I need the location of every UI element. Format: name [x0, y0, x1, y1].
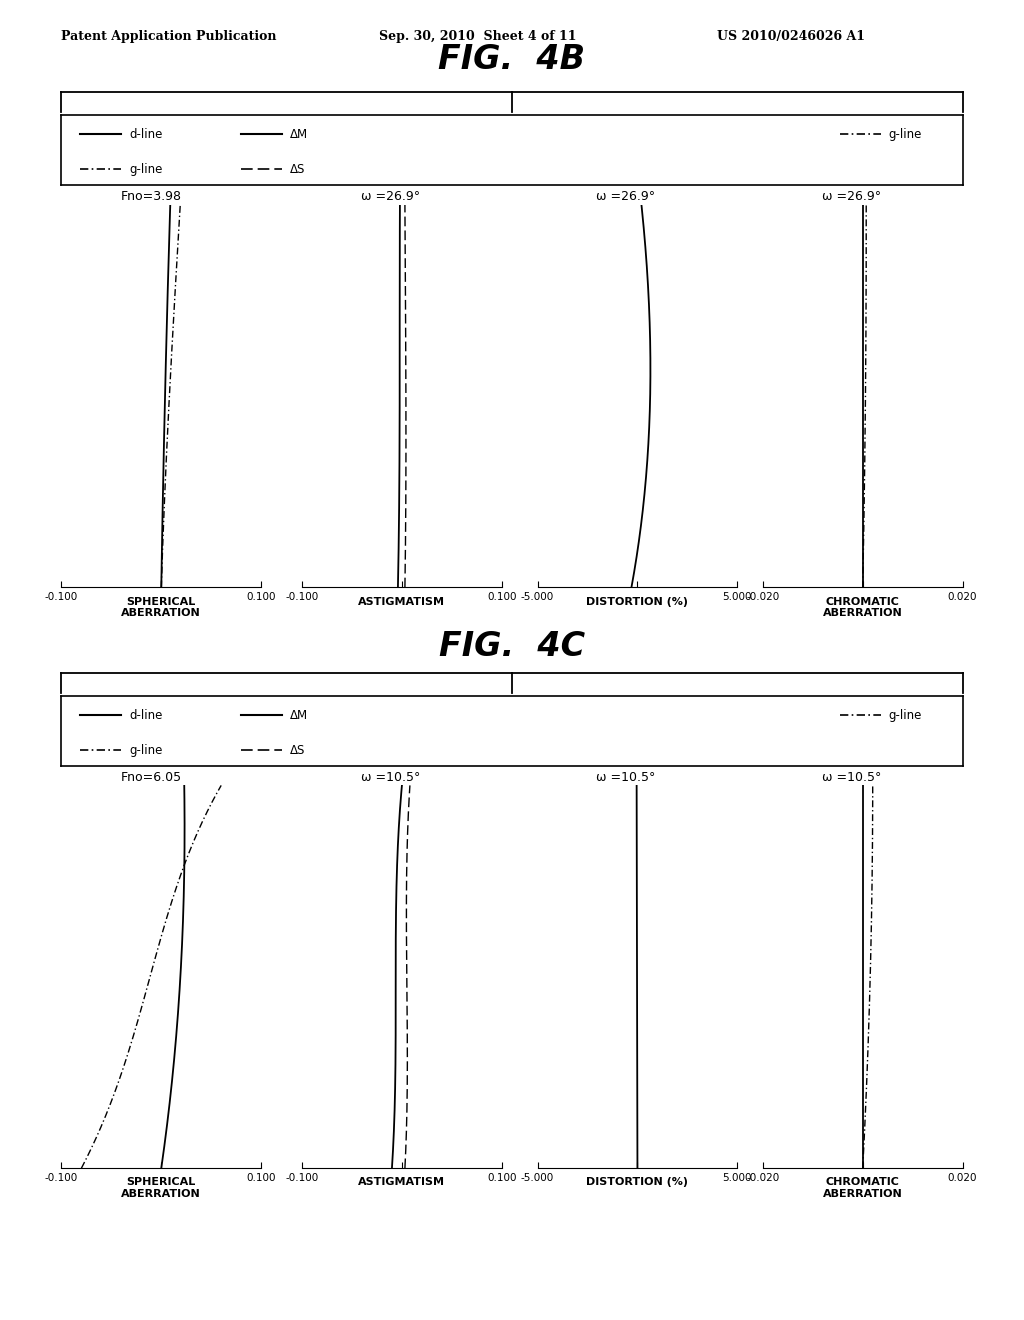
Text: ΔM: ΔM: [290, 128, 308, 141]
Text: ASTIGMATISM: ASTIGMATISM: [358, 1177, 445, 1188]
Text: ω =10.5°: ω =10.5°: [360, 771, 420, 784]
Text: ASTIGMATISM: ASTIGMATISM: [358, 597, 445, 607]
Text: DISTORTION (%): DISTORTION (%): [587, 597, 688, 607]
Text: g-line: g-line: [889, 709, 923, 722]
Text: d-line: d-line: [129, 709, 163, 722]
Text: ΔS: ΔS: [290, 162, 305, 176]
Text: ω =26.9°: ω =26.9°: [821, 190, 881, 203]
Text: SPHERICAL
ABERRATION: SPHERICAL ABERRATION: [122, 597, 201, 618]
Text: FIG.  4C: FIG. 4C: [439, 630, 585, 663]
Text: Fno=6.05: Fno=6.05: [121, 771, 181, 784]
Text: ΔM: ΔM: [290, 709, 308, 722]
Text: ω =10.5°: ω =10.5°: [821, 771, 881, 784]
Text: Sep. 30, 2010  Sheet 4 of 11: Sep. 30, 2010 Sheet 4 of 11: [379, 30, 577, 44]
Text: FIG.  4B: FIG. 4B: [438, 44, 586, 77]
Text: SPHERICAL
ABERRATION: SPHERICAL ABERRATION: [122, 1177, 201, 1199]
Text: ΔS: ΔS: [290, 743, 305, 756]
Text: DISTORTION (%): DISTORTION (%): [587, 1177, 688, 1188]
Text: CHROMATIC
ABERRATION: CHROMATIC ABERRATION: [823, 1177, 902, 1199]
Text: Fno=3.98: Fno=3.98: [121, 190, 181, 203]
Text: g-line: g-line: [889, 128, 923, 141]
Text: ω =26.9°: ω =26.9°: [596, 190, 655, 203]
Text: g-line: g-line: [129, 743, 163, 756]
Text: d-line: d-line: [129, 128, 163, 141]
Text: ω =10.5°: ω =10.5°: [596, 771, 655, 784]
Text: g-line: g-line: [129, 162, 163, 176]
Text: Patent Application Publication: Patent Application Publication: [61, 30, 276, 44]
Text: ω =26.9°: ω =26.9°: [360, 190, 420, 203]
Text: US 2010/0246026 A1: US 2010/0246026 A1: [717, 30, 865, 44]
Text: CHROMATIC
ABERRATION: CHROMATIC ABERRATION: [823, 597, 902, 618]
